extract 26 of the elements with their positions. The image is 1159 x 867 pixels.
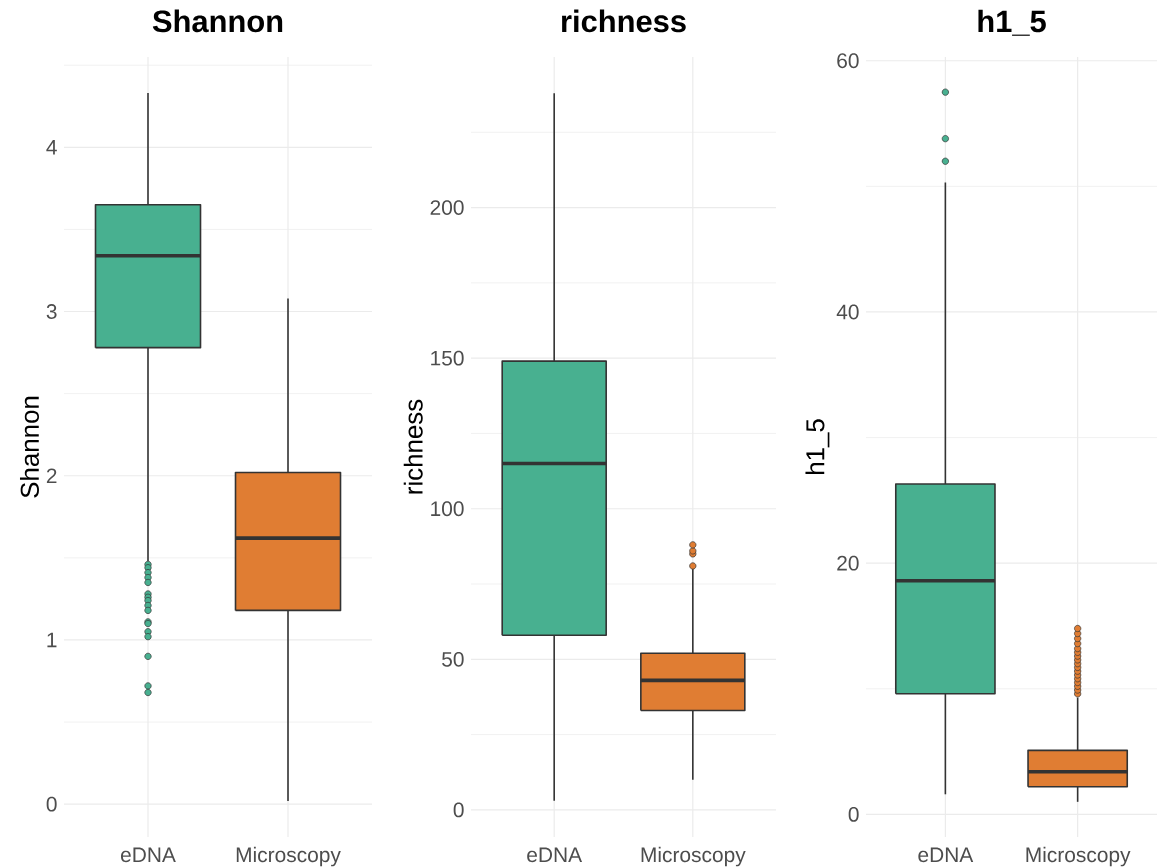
- x-tick-label: eDNA: [527, 847, 583, 863]
- y-tick-label: 0: [848, 806, 859, 822]
- x-tick-label: Microscopy: [1026, 846, 1131, 867]
- y-tick-label: 100: [431, 501, 464, 517]
- x-tick-label: Microscopy: [236, 846, 341, 867]
- chart-title: h1_5: [978, 9, 1046, 36]
- chart-title: Shannon: [152, 9, 283, 33]
- y-tick-label: 1: [47, 632, 57, 648]
- y-tick-label: 4: [46, 140, 57, 155]
- y-tick-label: 50: [442, 651, 464, 667]
- x-tick-label: eDNA: [918, 847, 974, 863]
- y-tick-label: 2: [46, 468, 57, 484]
- y-tick-label: 40: [836, 304, 859, 320]
- y-axis-title: h1_5: [805, 419, 830, 475]
- y-tick-label: 200: [430, 200, 464, 215]
- y-tick-label: 20: [837, 555, 859, 571]
- y-axis-title: richness: [403, 399, 423, 494]
- y-tick-label: 3: [46, 304, 57, 319]
- y-tick-label: 0: [46, 796, 57, 812]
- x-tick-label: Microscopy: [641, 846, 746, 867]
- chart-title: richness: [562, 9, 686, 33]
- x-tick-label: eDNA: [120, 847, 176, 863]
- y-tick-label: 60: [837, 53, 859, 69]
- y-tick-label: 0: [453, 802, 464, 818]
- y-tick-label: 150: [431, 350, 464, 366]
- y-axis-title: Shannon: [19, 396, 39, 498]
